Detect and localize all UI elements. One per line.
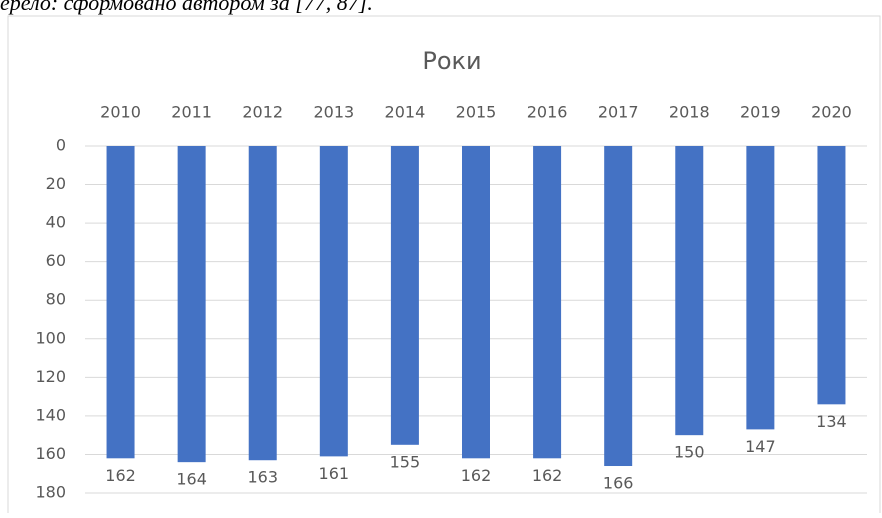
- chart-border: [7, 15, 881, 517]
- bar: [390, 146, 419, 445]
- data-label: 155: [390, 452, 421, 471]
- bar: [319, 146, 348, 457]
- x-tick-label: 2016: [527, 103, 568, 122]
- data-label: 162: [532, 466, 563, 485]
- y-tick-label: 180: [35, 483, 66, 502]
- data-label: 162: [105, 466, 136, 485]
- y-tick-label: 140: [35, 405, 66, 424]
- bar: [604, 146, 633, 467]
- x-tick-label: 2013: [313, 103, 354, 122]
- x-tick-label: 2011: [171, 103, 212, 122]
- y-tick-label: 100: [35, 328, 66, 347]
- x-tick-label: 2020: [811, 103, 852, 122]
- data-label: 162: [461, 466, 492, 485]
- x-tick-label: 2010: [100, 103, 141, 122]
- bar: [177, 146, 206, 463]
- bar: [248, 146, 277, 461]
- x-tick-label: 2014: [385, 103, 426, 122]
- bar: [533, 146, 562, 459]
- y-tick-label: 20: [46, 174, 66, 193]
- x-tick-label: 2019: [740, 103, 781, 122]
- y-tick-label: 40: [46, 213, 66, 232]
- bar: [675, 146, 704, 436]
- x-tick-label: 2018: [669, 103, 710, 122]
- chart-title: Роки: [422, 47, 481, 75]
- data-label: 147: [745, 437, 776, 456]
- y-tick-label: 160: [35, 444, 66, 463]
- y-tick-label: 120: [35, 367, 66, 386]
- data-label: 134: [816, 412, 847, 431]
- data-label: 161: [319, 464, 350, 483]
- source-note: ерело: сформовано автором за [77, 87].: [0, 0, 373, 15]
- y-tick-label: 0: [56, 136, 66, 155]
- bar: [106, 146, 135, 459]
- y-tick-label: 80: [46, 290, 66, 309]
- x-tick-label: 2017: [598, 103, 639, 122]
- bar: [746, 146, 775, 430]
- data-label: 166: [603, 474, 634, 493]
- bar: [817, 146, 846, 405]
- x-tick-label: 2012: [242, 103, 283, 122]
- x-tick-label: 2015: [456, 103, 497, 122]
- data-label: 150: [674, 443, 705, 462]
- data-label: 163: [247, 468, 278, 487]
- data-label: 164: [176, 470, 207, 489]
- y-tick-label: 60: [46, 251, 66, 270]
- bar: [462, 146, 490, 459]
